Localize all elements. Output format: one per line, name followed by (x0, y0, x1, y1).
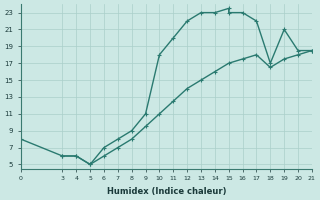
X-axis label: Humidex (Indice chaleur): Humidex (Indice chaleur) (107, 187, 226, 196)
